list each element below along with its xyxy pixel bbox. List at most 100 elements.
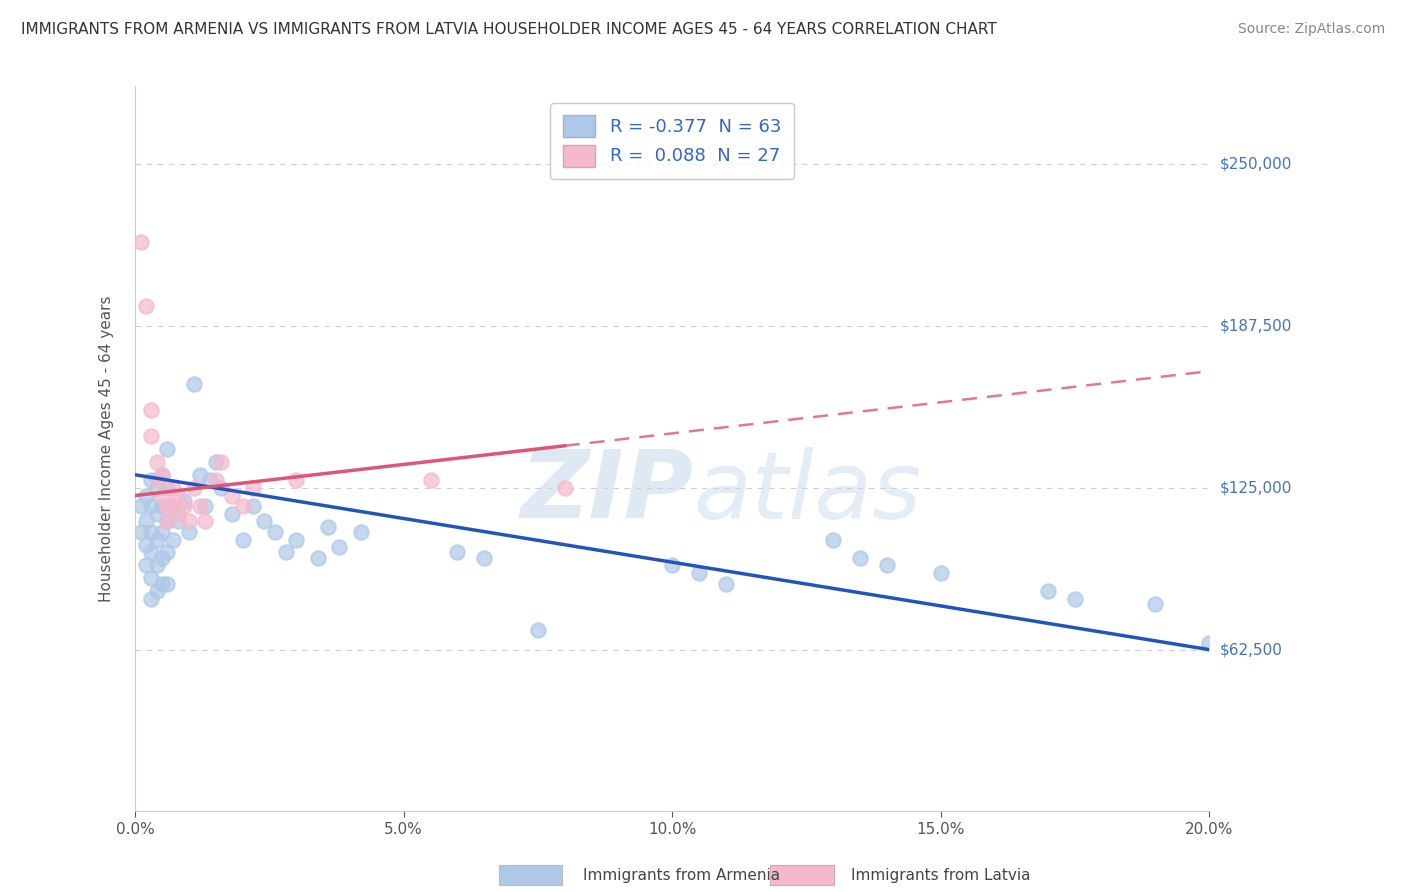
Point [167,489,190,503]
Text: Immigrants from Latvia: Immigrants from Latvia [851,869,1031,883]
Point [194,515,217,529]
Point [141,403,163,417]
Point [141,524,163,539]
Point [204,473,226,487]
Point [1198,636,1220,650]
Point [150,576,173,591]
Point [156,442,179,456]
Point [141,571,163,585]
Point [929,566,952,581]
Y-axis label: Householder Income Ages 45 - 64 years: Householder Income Ages 45 - 64 years [100,295,114,602]
Point [173,493,195,508]
Point [156,576,179,591]
Point [173,499,195,513]
Point [135,489,157,503]
Point [156,481,179,495]
Point [1036,584,1059,599]
Point [472,550,495,565]
Point [285,533,308,547]
Point [167,515,190,529]
Text: $62,500: $62,500 [1220,642,1284,657]
Point [141,499,163,513]
Point [221,489,243,503]
Point [145,481,167,495]
Point [1144,597,1167,611]
Point [823,533,845,547]
Point [285,473,308,487]
Point [177,515,200,529]
Point [156,515,179,529]
Point [328,541,350,555]
Point [183,481,205,495]
Point [253,515,276,529]
Point [129,499,152,513]
Point [419,473,441,487]
Point [162,481,184,495]
Point [221,507,243,521]
Point [145,455,167,469]
Point [141,429,163,443]
Point [162,499,184,513]
Point [135,538,157,552]
Point [209,455,232,469]
Point [135,515,157,529]
Text: $125,000: $125,000 [1220,480,1292,495]
Point [274,545,297,559]
Point [554,481,576,495]
Point [135,300,157,314]
Text: Immigrants from Armenia: Immigrants from Armenia [583,869,780,883]
Text: $250,000: $250,000 [1220,157,1292,171]
Point [232,499,254,513]
Point [876,558,898,573]
Point [167,507,190,521]
Point [150,499,173,513]
Point [145,558,167,573]
Point [307,550,329,565]
Text: IMMIGRANTS FROM ARMENIA VS IMMIGRANTS FROM LATVIA HOUSEHOLDER INCOME AGES 45 - 6: IMMIGRANTS FROM ARMENIA VS IMMIGRANTS FR… [21,22,997,37]
Point [150,467,173,482]
Point [204,455,226,469]
Point [135,558,157,573]
Point [1063,592,1085,607]
Point [188,499,211,513]
Point [141,545,163,559]
Point [156,515,179,529]
Point [263,524,285,539]
Text: ZIP: ZIP [520,446,693,539]
Point [150,489,173,503]
Point [156,545,179,559]
Point [849,550,872,565]
Point [156,499,179,513]
Point [200,473,222,487]
Point [446,545,468,559]
Text: $187,500: $187,500 [1220,318,1292,334]
Point [141,592,163,607]
Point [714,576,737,591]
Point [177,524,200,539]
Point [150,524,173,539]
Text: Source: ZipAtlas.com: Source: ZipAtlas.com [1237,22,1385,37]
Point [188,467,211,482]
Legend: R = -0.377  N = 63, R =  0.088  N = 27: R = -0.377 N = 63, R = 0.088 N = 27 [550,103,794,179]
Point [129,524,152,539]
Point [150,467,173,482]
Point [129,235,152,249]
Point [162,499,184,513]
Point [145,533,167,547]
Point [194,499,217,513]
Point [527,623,550,637]
Point [661,558,683,573]
Point [688,566,710,581]
Point [209,481,232,495]
Point [145,507,167,521]
Point [350,524,373,539]
Point [318,519,340,533]
Point [162,533,184,547]
Point [145,473,167,487]
Text: atlas: atlas [693,447,922,538]
Point [183,377,205,392]
Point [232,533,254,547]
Point [150,550,173,565]
Point [242,481,264,495]
Point [141,473,163,487]
